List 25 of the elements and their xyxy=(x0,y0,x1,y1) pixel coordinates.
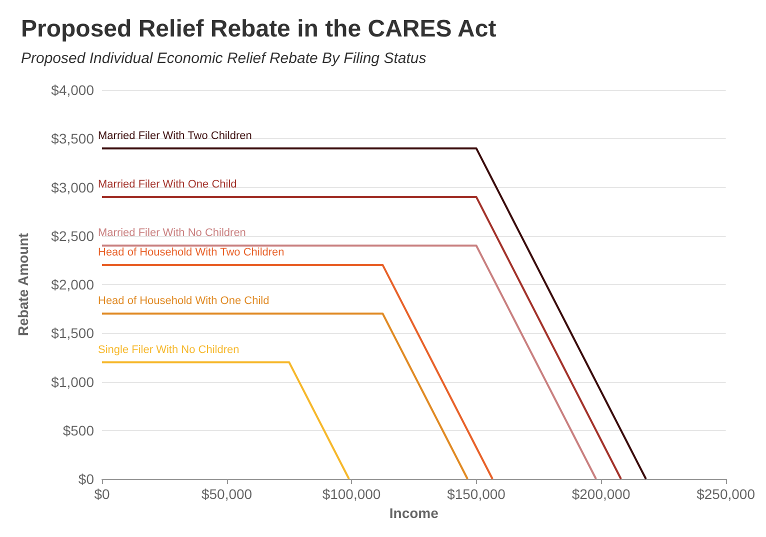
series-label: Head of Household With Two Children xyxy=(98,246,284,259)
y-tick-label: $2,000 xyxy=(51,276,94,292)
y-tick-label: $3,000 xyxy=(51,179,94,196)
y-axis-title: Rebate Amount xyxy=(15,232,31,336)
series-label: Head of Household With One Child xyxy=(98,295,270,308)
y-tick-label: $2,500 xyxy=(51,228,94,244)
y-tick-label: $4,000 xyxy=(51,82,94,98)
chart-title: Proposed Relief Rebate in the CARES Act xyxy=(21,16,496,42)
y-tick-label: $1,500 xyxy=(51,325,94,342)
series-label: Married Filer With One Child xyxy=(98,178,237,190)
y-tick-label: $1,000 xyxy=(51,374,94,390)
x-tick-label: $250,000 xyxy=(696,486,756,502)
x-tick-label: $0 xyxy=(94,486,110,502)
series-label: Married Filer With No Children xyxy=(98,227,246,240)
chart-subtitle: Proposed Individual Economic Relief Rebate By Filing Status xyxy=(21,50,427,67)
x-axis-title: Income xyxy=(389,504,439,521)
y-tick-label: $500 xyxy=(62,422,94,438)
series-label: Single Filer With No Children xyxy=(98,344,240,356)
x-tick-label: $100,000 xyxy=(322,486,381,502)
y-tick-label: $3,500 xyxy=(51,130,94,147)
y-tick-label: $0 xyxy=(78,471,94,487)
x-tick-label: $200,000 xyxy=(572,486,630,502)
series-label: Married Filer With Two Children xyxy=(98,130,252,142)
x-tick-label: $150,000 xyxy=(447,486,506,502)
x-tick-label: $50,000 xyxy=(201,486,252,502)
